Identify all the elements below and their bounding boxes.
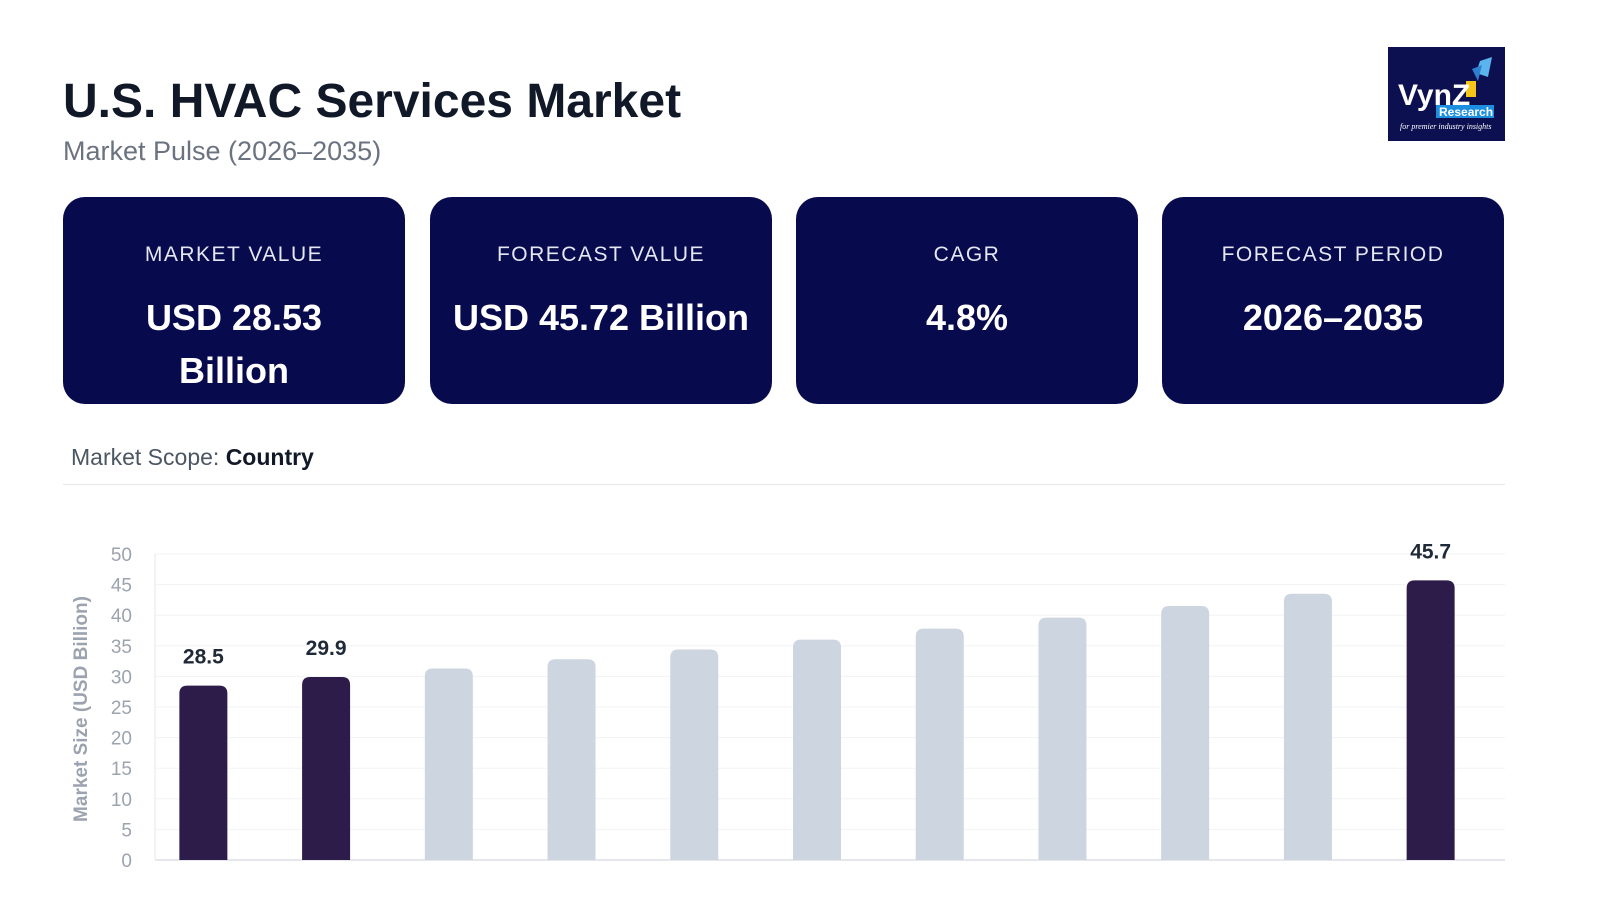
bar [424,668,473,860]
bar [793,639,841,860]
svg-text:for premier industry insights: for premier industry insights [1400,122,1491,131]
svg-text:Research: Research [1439,105,1493,119]
data-label: 45.7 [1410,540,1451,563]
market-scope: Market Scope: Country [71,444,314,471]
market-value-card: MARKET VALUE USD 28.53 Billion [63,197,405,404]
divider [63,484,1505,485]
y-axis-label: Market Size (USD Billion) [71,596,92,822]
y-tick-label: 40 [111,606,132,627]
bar [1406,580,1455,860]
cagr-card: CAGR 4.8% [796,197,1138,404]
card-value: USD 45.72 Billion [452,297,750,338]
y-tick-label: 5 [121,820,132,841]
y-tick-label: 25 [111,698,132,719]
bar [547,659,596,860]
scope-value: Country [225,444,314,470]
card-value: USD 28.53 Billion [145,297,323,391]
card-value: 4.8% [925,297,1009,338]
card-label: FORECAST PERIOD [1221,243,1445,266]
forecast-period-card: FORECAST PERIOD 2026–2035 [1162,197,1504,404]
bar [179,685,228,860]
card-label: CAGR [933,243,1001,266]
bar [1161,606,1210,860]
bar [670,649,719,860]
data-label: 29.9 [306,637,347,660]
card-value: 2026–2035 [1242,297,1424,338]
y-tick-label: 35 [111,637,132,658]
bar [915,628,964,860]
y-tick-label: 30 [111,667,132,688]
vynz-logo: VynZ Research for premier industry insig… [1388,47,1505,141]
y-tick-label: 15 [111,759,132,780]
bar [1283,593,1332,860]
data-label: 28.5 [183,646,224,669]
page-title: U.S. HVAC Services Market [63,75,682,128]
bar [302,677,351,860]
card-label: FORECAST VALUE [496,243,706,266]
scope-label: Market Scope: [71,444,220,470]
market-size-bar-chart: Market Size (USD Billion) 0 5 10 15 20 25 30 35… [71,540,1505,872]
bar [1038,617,1087,860]
forecast-value-card: FORECAST VALUE USD 45.72 Billion [430,197,772,404]
y-tick-label: 50 [111,545,132,566]
page-subtitle: Market Pulse (2026–2035) [63,136,382,166]
y-tick-label: 20 [111,729,132,750]
y-tick-label: 0 [121,851,132,872]
y-tick-label: 10 [111,790,132,811]
y-tick-label: 45 [111,576,132,597]
card-label: MARKET VALUE [144,243,324,266]
